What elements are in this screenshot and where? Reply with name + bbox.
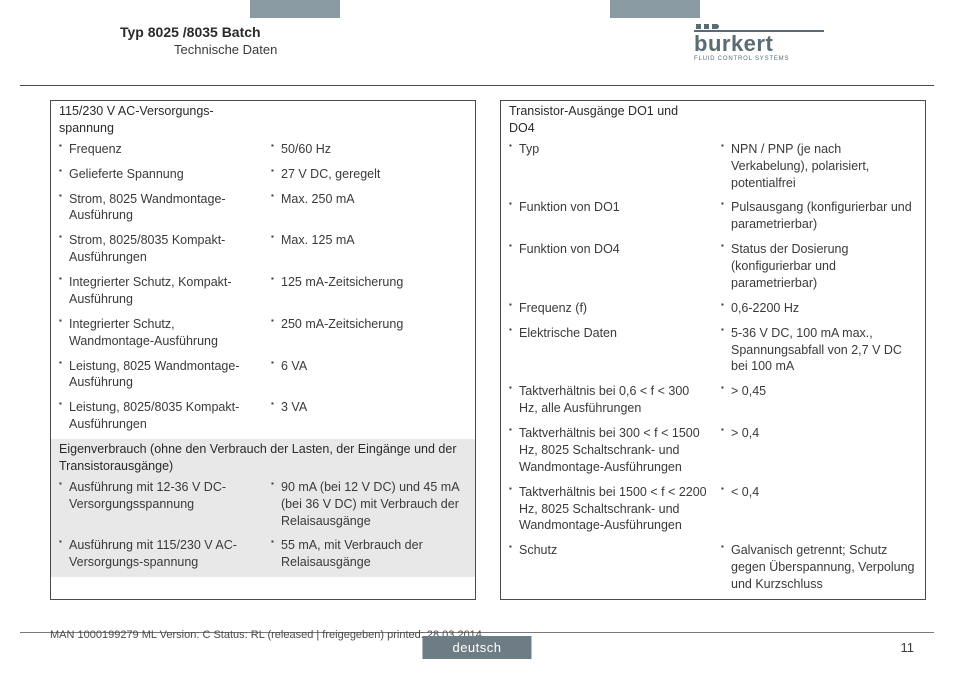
table-row: Frequenz (f)0,6-2200 Hz xyxy=(501,298,925,319)
section-head: Eigenverbrauch (ohne den Verbrauch der L… xyxy=(51,439,475,477)
spec-label: Taktverhältnis bei 1500 < f < 2200 Hz, 8… xyxy=(501,482,713,537)
spec-label: Typ xyxy=(501,139,713,194)
header: Typ 8025 /8035 Batch Technische Daten bu… xyxy=(0,24,954,57)
table-row: Funktion von DO4Status der Dosierung (ko… xyxy=(501,239,925,294)
spec-label: Frequenz (f) xyxy=(501,298,713,319)
spec-label: Leistung, 8025 Wandmontage-Ausführung xyxy=(51,356,263,394)
brand-logo: burkert FLUID CONTROL SYSTEMS xyxy=(694,24,824,62)
header-rule xyxy=(20,85,934,86)
spec-label: Ausführung mit 12-36 V DC-Versorgungsspa… xyxy=(51,477,263,532)
spec-value: Pulsausgang (konfigurierbar und parametr… xyxy=(713,197,925,235)
table-row: Ausführung mit 115/230 V AC-Versorgungs-… xyxy=(51,535,475,573)
spec-label: Strom, 8025 Wandmontage-Ausführung xyxy=(51,189,263,227)
right-column: Transistor-Ausgänge DO1 und DO4 TypNPN /… xyxy=(500,100,926,600)
language-tab: deutsch xyxy=(422,636,531,659)
spec-value: 27 V DC, geregelt xyxy=(263,164,475,185)
spec-value: 6 VA xyxy=(263,356,475,394)
spec-value: < 0,4 xyxy=(713,482,925,537)
accent-bar-right xyxy=(610,0,700,18)
spec-label: Integrierter Schutz, Wandmontage-Ausführ… xyxy=(51,314,263,352)
logo-tagline: FLUID CONTROL SYSTEMS xyxy=(694,56,824,62)
spec-label: Gelieferte Spannung xyxy=(51,164,263,185)
table-row: Strom, 8025/8035 Kompakt-AusführungenMax… xyxy=(51,230,475,268)
spec-value: Max. 125 mA xyxy=(263,230,475,268)
table-row: Gelieferte Spannung27 V DC, geregelt xyxy=(51,164,475,185)
section-head: 115/230 V AC-Versorgungs-spannung xyxy=(51,101,263,139)
spec-label: Funktion von DO1 xyxy=(501,197,713,235)
spec-label: Integrierter Schutz, Kompakt-Ausführung xyxy=(51,272,263,310)
table-row: Ausführung mit 12-36 V DC-Versorgungsspa… xyxy=(51,477,475,532)
spec-label: Schutz xyxy=(501,540,713,595)
spec-value: 55 mA, mit Verbrauch der Relaisausgänge xyxy=(263,535,475,573)
spec-label: Funktion von DO4 xyxy=(501,239,713,294)
spec-value: NPN / PNP (je nach Verkabelung), polaris… xyxy=(713,139,925,194)
table-row: Frequenz50/60 Hz xyxy=(51,139,475,160)
spec-label: Elektrische Daten xyxy=(501,323,713,378)
table-row: TypNPN / PNP (je nach Verkabelung), pola… xyxy=(501,139,925,194)
table-row: Integrierter Schutz, Wandmontage-Ausführ… xyxy=(51,314,475,352)
spec-label: Taktverhältnis bei 300 < f < 1500 Hz, 80… xyxy=(501,423,713,478)
section-head: Transistor-Ausgänge DO1 und DO4 xyxy=(501,101,713,139)
table-row: Elektrische Daten5-36 V DC, 100 mA max.,… xyxy=(501,323,925,378)
spec-label: Taktverhältnis bei 0,6 < f < 300 Hz, all… xyxy=(501,381,713,419)
table-row: Taktverhältnis bei 0,6 < f < 300 Hz, all… xyxy=(501,381,925,419)
spec-value: 125 mA-Zeitsicherung xyxy=(263,272,475,310)
table-row: Leistung, 8025 Wandmontage-Ausführung6 V… xyxy=(51,356,475,394)
table-row: Leistung, 8025/8035 Kompakt-Ausführungen… xyxy=(51,397,475,435)
table-row: Integrierter Schutz, Kompakt-Ausführung1… xyxy=(51,272,475,310)
left-column: 115/230 V AC-Versorgungs-spannung Freque… xyxy=(50,100,476,600)
spec-value: Galvanisch getrennt; Schutz gegen Übersp… xyxy=(713,540,925,595)
spec-label: Ausführung mit 115/230 V AC-Versorgungs-… xyxy=(51,535,263,573)
table-row: Taktverhältnis bei 300 < f < 1500 Hz, 80… xyxy=(501,423,925,478)
spec-value: 50/60 Hz xyxy=(263,139,475,160)
page-number: 11 xyxy=(901,640,915,655)
table-row: Funktion von DO1Pulsausgang (konfigurier… xyxy=(501,197,925,235)
spec-value: 250 mA-Zeitsicherung xyxy=(263,314,475,352)
spec-value: > 0,4 xyxy=(713,423,925,478)
spec-value: Status der Dosierung (konfigurierbar und… xyxy=(713,239,925,294)
spec-value: > 0,45 xyxy=(713,381,925,419)
spec-value: Max. 250 mA xyxy=(263,189,475,227)
table-row: Strom, 8025 Wandmontage-AusführungMax. 2… xyxy=(51,189,475,227)
spec-label: Leistung, 8025/8035 Kompakt-Ausführungen xyxy=(51,397,263,435)
spec-value: 0,6-2200 Hz xyxy=(713,298,925,319)
top-accent xyxy=(0,0,954,18)
spec-value: 5-36 V DC, 100 mA max., Spannungsabfall … xyxy=(713,323,925,378)
logo-text: burkert xyxy=(694,33,824,55)
accent-bar-left xyxy=(250,0,340,18)
spec-label: Frequenz xyxy=(51,139,263,160)
table-row: Taktverhältnis bei 1500 < f < 2200 Hz, 8… xyxy=(501,482,925,537)
spec-label: Strom, 8025/8035 Kompakt-Ausführungen xyxy=(51,230,263,268)
content: 115/230 V AC-Versorgungs-spannung Freque… xyxy=(50,100,926,600)
spec-value: 3 VA xyxy=(263,397,475,435)
spec-value: 90 mA (bei 12 V DC) und 45 mA (bei 36 V … xyxy=(263,477,475,532)
table-row: SchutzGalvanisch getrennt; Schutz gegen … xyxy=(501,540,925,595)
